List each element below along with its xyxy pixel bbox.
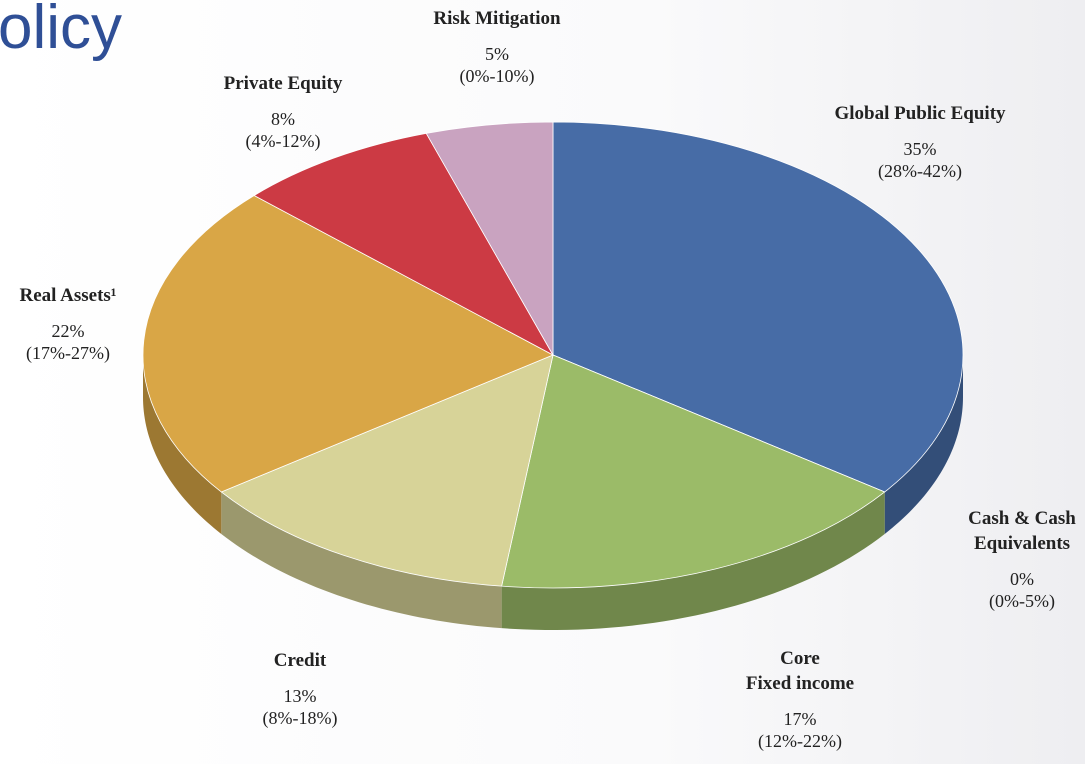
slice-label: Cash & Cash Equivalents 0% (0%-5%) — [872, 506, 1085, 612]
slice-label: Risk Mitigation 5% (0%-10%) — [347, 6, 647, 87]
value-label: 17% — [783, 709, 817, 729]
range-label: (12%-22%) — [758, 731, 842, 751]
pie-slice — [220, 354, 554, 587]
slice-side — [501, 491, 885, 630]
range-label: (8%-18%) — [262, 708, 338, 728]
value-label: 8% — [271, 109, 295, 129]
pie-slice — [425, 121, 554, 357]
range-label: (28%-42%) — [878, 161, 962, 181]
pie-slice — [552, 121, 964, 493]
category-name: Cash & Cash Equivalents — [968, 508, 1076, 554]
value-label: 5% — [485, 44, 509, 64]
value-label: 35% — [903, 139, 937, 159]
slice-label: Real Assets¹ 22% (17%-27%) — [0, 283, 218, 364]
pie-slice — [501, 354, 886, 589]
category-name: Real Assets¹ — [19, 285, 117, 306]
range-label: (17%-27%) — [26, 343, 110, 363]
slice-side — [143, 355, 222, 534]
slide-title: olicy — [0, 0, 123, 62]
category-name: Credit — [273, 650, 327, 671]
range-label: (4%-12%) — [245, 131, 321, 151]
category-name: Risk Mitigation — [433, 8, 561, 29]
range-label: (0%-5%) — [989, 591, 1055, 611]
category-name: Global Public Equity — [834, 103, 1006, 124]
category-name: Private Equity — [223, 73, 343, 94]
slice-label: Global Public Equity 35% (28%-42%) — [770, 101, 1070, 182]
value-label: 0% — [1010, 569, 1034, 589]
pie-slice — [142, 195, 554, 493]
category-name: Core Fixed income — [745, 648, 855, 694]
value-label: 22% — [51, 321, 85, 341]
slice-label: Credit 13% (8%-18%) — [150, 648, 450, 729]
slice-side — [221, 491, 502, 629]
range-label: (0%-10%) — [459, 66, 535, 86]
slice-side — [884, 355, 963, 534]
value-label: 13% — [283, 686, 317, 706]
pie-slice — [253, 132, 555, 357]
slice-label: Private Equity 8% (4%-12%) — [133, 71, 433, 152]
slice-label: Core Fixed income 17% (12%-22%) — [650, 646, 950, 752]
